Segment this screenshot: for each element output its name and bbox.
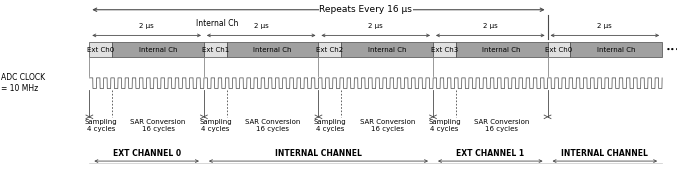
Text: SAR Conversion
16 cycles: SAR Conversion 16 cycles <box>131 119 185 132</box>
Bar <box>204 42 227 57</box>
Text: SAR Conversion
16 cycles: SAR Conversion 16 cycles <box>245 119 301 132</box>
Bar <box>89 42 112 57</box>
Text: SAR Conversion
16 cycles: SAR Conversion 16 cycles <box>359 119 415 132</box>
Bar <box>227 42 318 57</box>
Text: Sampling
4 cycles: Sampling 4 cycles <box>313 119 346 132</box>
Text: Repeats Every 16 μs: Repeats Every 16 μs <box>320 5 412 14</box>
Bar <box>433 42 456 57</box>
Text: Ext Ch1: Ext Ch1 <box>202 47 229 53</box>
Text: INTERNAL CHANNEL: INTERNAL CHANNEL <box>275 150 362 158</box>
Text: 2 μs: 2 μs <box>254 23 269 29</box>
Text: Internal Ch: Internal Ch <box>483 47 521 53</box>
Bar <box>456 42 548 57</box>
Text: Internal Ch: Internal Ch <box>196 19 239 27</box>
Text: Internal Ch: Internal Ch <box>139 47 177 53</box>
Text: ADC CLOCK
= 10 MHz: ADC CLOCK = 10 MHz <box>1 73 45 93</box>
Text: 2 μs: 2 μs <box>368 23 383 29</box>
Text: Sampling
4 cycles: Sampling 4 cycles <box>85 119 117 132</box>
Text: 2 μs: 2 μs <box>139 23 154 29</box>
Bar <box>112 42 204 57</box>
Text: SAR Conversion
16 cycles: SAR Conversion 16 cycles <box>474 119 529 132</box>
Text: Internal Ch: Internal Ch <box>253 47 292 53</box>
Text: EXT CHANNEL 0: EXT CHANNEL 0 <box>112 150 181 158</box>
Text: Sampling
4 cycles: Sampling 4 cycles <box>199 119 232 132</box>
Bar <box>341 42 433 57</box>
Text: •••: ••• <box>665 45 677 54</box>
Text: EXT CHANNEL 1: EXT CHANNEL 1 <box>456 150 525 158</box>
Text: Internal Ch: Internal Ch <box>597 47 636 53</box>
Text: Ext Ch2: Ext Ch2 <box>316 47 343 53</box>
Text: Ext Ch0: Ext Ch0 <box>546 47 573 53</box>
Bar <box>548 42 571 57</box>
Text: Ext Ch0: Ext Ch0 <box>87 47 114 53</box>
Text: Internal Ch: Internal Ch <box>368 47 406 53</box>
Text: INTERNAL CHANNEL: INTERNAL CHANNEL <box>561 150 649 158</box>
Text: Ext Ch3: Ext Ch3 <box>431 47 458 53</box>
Text: 2 μs: 2 μs <box>483 23 498 29</box>
Bar <box>571 42 662 57</box>
Bar <box>318 42 341 57</box>
Text: Sampling
4 cycles: Sampling 4 cycles <box>428 119 461 132</box>
Text: 2 μs: 2 μs <box>598 23 612 29</box>
